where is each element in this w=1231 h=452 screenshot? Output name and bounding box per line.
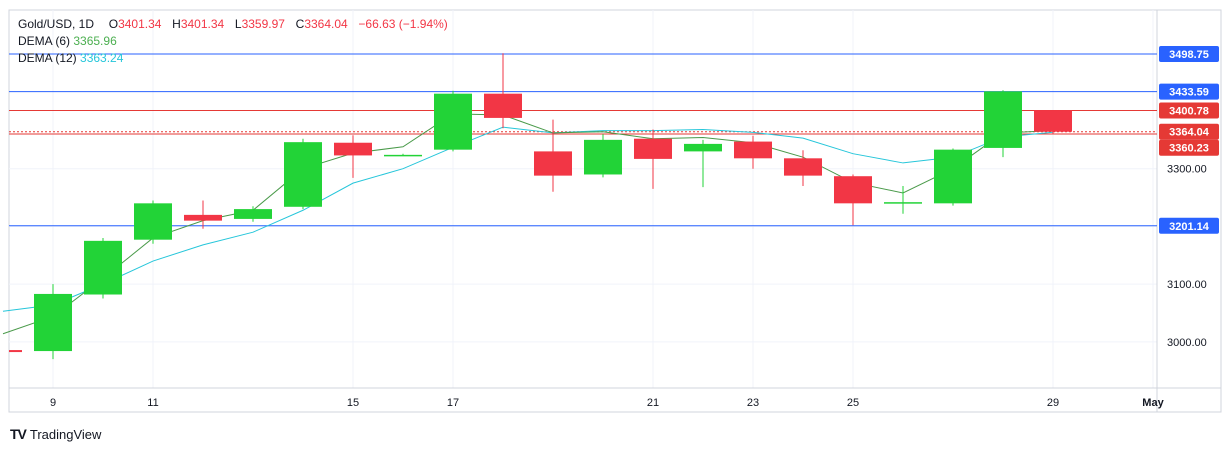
price-tag-label: 3360.23 xyxy=(1169,143,1209,155)
price-tag-label: 3498.75 xyxy=(1169,49,1209,61)
dema12-label: DEMA (12) xyxy=(18,51,77,65)
price-tag xyxy=(1159,123,1219,140)
dema6-row[interactable]: DEMA (6) 3365.96 xyxy=(18,33,448,50)
price-tag xyxy=(1159,139,1219,156)
low-label: L xyxy=(234,17,242,31)
price-tag xyxy=(1159,83,1219,100)
symbol-label[interactable]: Gold/USD, 1D xyxy=(18,17,95,31)
candle-body xyxy=(434,93,472,150)
price-tag xyxy=(1159,217,1219,234)
price-tag-label: 3400.78 xyxy=(1169,106,1209,118)
price-tag-label: 3201.14 xyxy=(1169,221,1210,233)
dema6-line xyxy=(2,113,1054,335)
price-tag xyxy=(1159,102,1219,119)
high-label: H xyxy=(172,17,181,31)
tradingview-branding[interactable]: TV TradingView xyxy=(10,426,101,442)
chart-legend: Gold/USD, 1D O3401.34 H3401.34 L3359.97 … xyxy=(18,16,448,67)
dema12-row[interactable]: DEMA (12) 3363.24 xyxy=(18,50,448,67)
time-tick-label: 25 xyxy=(847,397,859,409)
candle-body xyxy=(784,158,822,176)
chart-frame xyxy=(8,9,1222,413)
candle-body xyxy=(134,203,172,240)
candle-body xyxy=(1034,110,1072,132)
price-tick-label: 3100.00 xyxy=(1167,279,1207,291)
price-tag-label: 3364.04 xyxy=(1169,127,1210,139)
time-tick-label: 29 xyxy=(1047,397,1059,409)
low-value: 3359.97 xyxy=(241,17,285,31)
time-tick-label: 21 xyxy=(647,397,659,409)
candle-body xyxy=(34,293,72,352)
tradingview-name: TradingView xyxy=(29,426,102,442)
high-value: 3401.34 xyxy=(180,17,225,31)
candle-body xyxy=(184,214,222,221)
candle-body xyxy=(984,91,1022,148)
candle-body xyxy=(584,139,622,175)
candle-body xyxy=(84,240,122,295)
candle-body xyxy=(234,209,272,219)
price-tag-label: 3433.59 xyxy=(1169,87,1209,99)
time-tick-label: May xyxy=(1142,397,1164,409)
dema6-value: 3365.96 xyxy=(73,34,117,48)
candle-body xyxy=(884,202,922,204)
price-tick-label: 3300.00 xyxy=(1167,164,1207,176)
dema12-value: 3363.24 xyxy=(80,51,124,65)
candle-body xyxy=(484,93,522,118)
time-tick-label: 17 xyxy=(447,397,459,409)
dema6-label: DEMA (6) xyxy=(18,34,71,48)
open-label: O xyxy=(108,17,119,31)
close-label: C xyxy=(295,17,305,31)
candle-body xyxy=(334,142,372,156)
ohlc-row: Gold/USD, 1D O3401.34 H3401.34 L3359.97 … xyxy=(18,16,448,33)
change-value: −66.63 (−1.94%) xyxy=(358,17,448,31)
candle-body xyxy=(934,149,972,204)
dema12-line xyxy=(2,126,1054,312)
price-tick-label: 3000.00 xyxy=(1167,337,1207,349)
candle-body xyxy=(834,176,872,204)
candle-body xyxy=(734,141,772,159)
time-tick-label: 23 xyxy=(747,397,759,409)
tradingview-logo-icon: TV xyxy=(10,426,27,442)
time-tick-label: 15 xyxy=(347,397,359,409)
time-tick-label: 9 xyxy=(50,397,56,409)
candle-body xyxy=(534,151,572,176)
open-value: 3401.34 xyxy=(118,17,162,31)
candle-body xyxy=(634,138,672,159)
time-tick-label: 11 xyxy=(147,397,158,409)
candle-body xyxy=(284,142,322,207)
candle-body xyxy=(384,154,422,157)
candle-body xyxy=(684,143,722,152)
close-value: 3364.04 xyxy=(304,17,348,31)
price-tag xyxy=(1159,46,1219,63)
